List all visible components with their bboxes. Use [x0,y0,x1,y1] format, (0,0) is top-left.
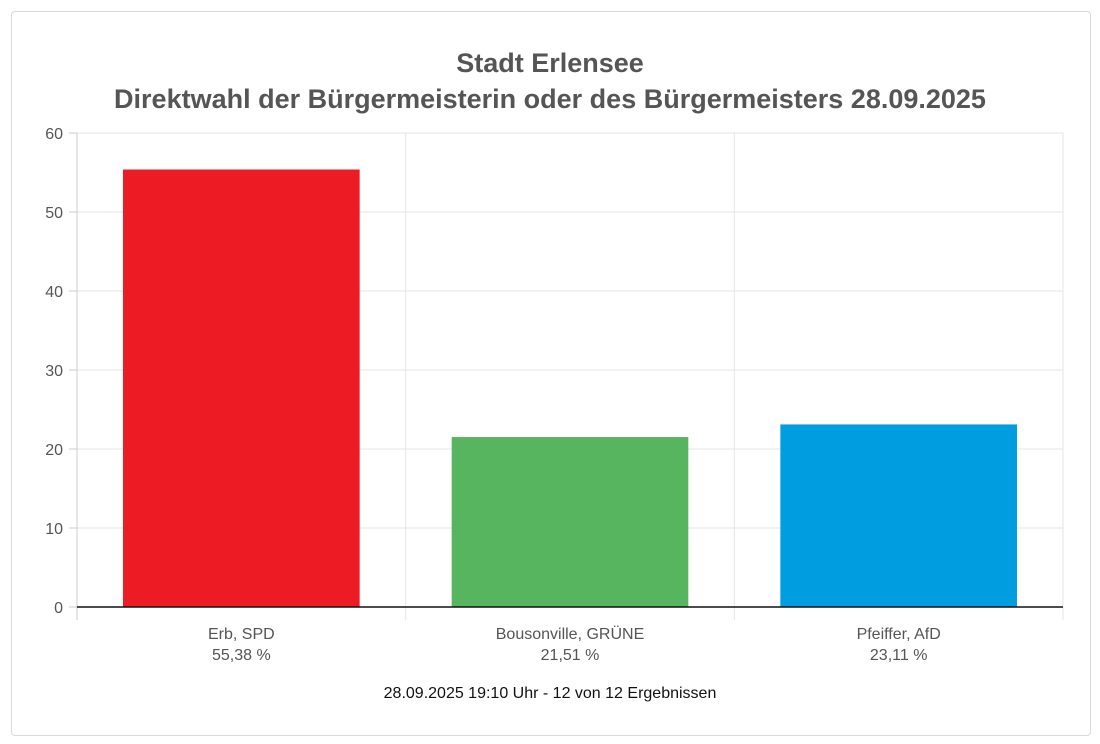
y-tick-label: 0 [54,600,63,617]
y-tick-label: 40 [45,284,63,301]
y-tick-label: 10 [45,521,63,538]
chart-title: Stadt Erlensee [456,48,644,78]
value-label: 21,51 % [541,647,600,664]
bar-3 [780,424,1017,607]
category-label: Bousonville, GRÜNE [496,625,645,643]
value-label: 23,11 % [870,647,928,664]
value-label: 55,38 % [212,647,271,664]
bar-1 [123,169,360,608]
chart-footer: 28.09.2025 19:10 Uhr - 12 von 12 Ergebni… [383,685,717,702]
y-tick-label: 60 [45,126,63,143]
y-tick-label: 30 [45,363,63,380]
category-label: Pfeiffer, AfD [857,626,941,643]
bar-2 [451,437,689,607]
y-tick-label: 20 [45,442,63,459]
y-tick-label: 50 [45,205,63,222]
category-label: Erb, SPD [208,626,275,643]
chart-subtitle: Direktwahl der Bürgermeisterin oder des … [114,84,986,114]
